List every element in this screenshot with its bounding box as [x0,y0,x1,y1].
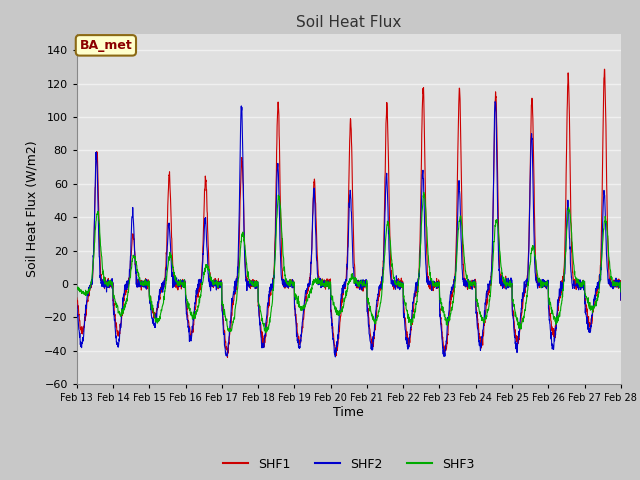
SHF1 [365,314,372,320]
SHF1 [617,297,625,303]
SHF3 [584,295,592,300]
SHF2 [365,324,372,329]
Line: SHF2: SHF2 [77,102,621,357]
SHF3 [420,190,428,195]
SHF2 [617,297,625,303]
SHF3 [376,300,384,305]
X-axis label: Time: Time [333,406,364,419]
SHF2 [376,285,384,290]
SHF2 [332,354,339,360]
SHF1 [73,295,81,300]
SHF2 [508,276,515,281]
SHF2 [570,281,577,287]
SHF3 [73,284,81,290]
SHF3 [617,289,625,295]
SHF1 [600,66,608,72]
SHF2 [225,340,232,346]
Text: BA_met: BA_met [79,39,132,52]
SHF2 [73,302,81,308]
SHF3 [365,300,372,306]
SHF3 [225,327,232,333]
SHF3 [570,256,577,262]
SHF1 [569,273,577,279]
SHF1 [507,284,515,290]
SHF1 [225,339,232,345]
SHF3 [508,281,515,287]
SHF1 [584,315,592,321]
SHF2 [584,327,592,333]
SHF3 [262,330,269,336]
Y-axis label: Soil Heat Flux (W/m2): Soil Heat Flux (W/m2) [26,141,38,277]
Line: SHF3: SHF3 [77,192,621,333]
SHF2 [492,99,499,105]
Line: SHF1: SHF1 [77,69,621,357]
Legend: SHF1, SHF2, SHF3: SHF1, SHF2, SHF3 [218,453,480,476]
SHF1 [223,354,231,360]
Title: Soil Heat Flux: Soil Heat Flux [296,15,401,30]
SHF1 [376,287,384,293]
